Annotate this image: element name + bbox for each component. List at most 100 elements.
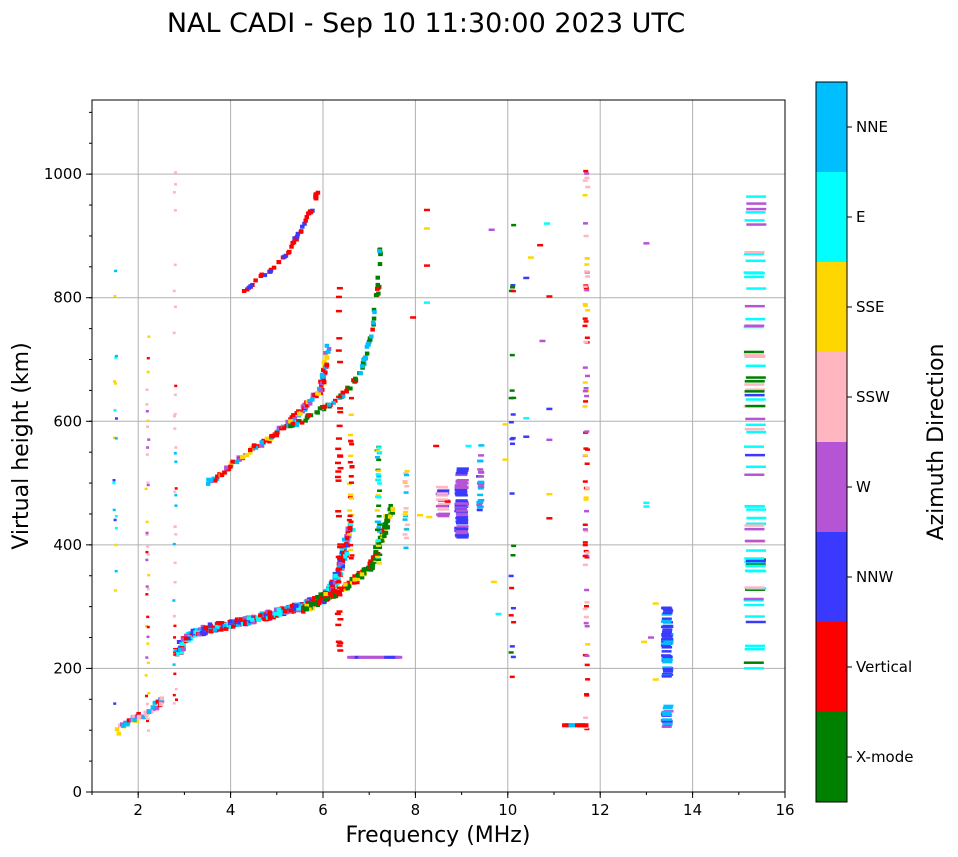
echo-point [375, 544, 381, 547]
echo-point [347, 525, 353, 529]
echo-point [508, 396, 514, 400]
echo-point [583, 320, 589, 323]
echo-point [746, 549, 767, 552]
echo-point [584, 601, 590, 604]
echo-point [652, 678, 659, 681]
echo-point [172, 599, 176, 602]
x-tick-label: 16 [775, 801, 794, 819]
echo-point [402, 518, 408, 521]
echo-point [328, 593, 334, 598]
echo-point [335, 437, 342, 440]
echo-point [113, 382, 117, 385]
echo-point [746, 522, 767, 525]
echo-point [146, 545, 150, 548]
echo-point [310, 397, 315, 402]
echo-point [373, 550, 379, 555]
echo-point [390, 506, 395, 511]
echo-point [325, 596, 331, 601]
echo-point [373, 293, 379, 298]
echo-point [289, 415, 295, 420]
echo-point [326, 402, 332, 407]
echo-point [303, 418, 308, 423]
echo-point [444, 500, 451, 503]
echo-point [376, 469, 382, 473]
echo-point [745, 559, 766, 563]
echo-point [454, 488, 467, 492]
echo-point [403, 507, 409, 510]
echo-point [376, 458, 382, 462]
echo-point [368, 559, 373, 564]
echo-point [455, 499, 468, 502]
echo-point [132, 718, 137, 723]
echo-point [207, 622, 213, 627]
echo-point [454, 502, 467, 505]
echo-point [583, 169, 589, 173]
echo-point [585, 448, 591, 451]
echo-point [510, 289, 516, 293]
echo-point [317, 598, 322, 603]
echo-point [304, 603, 309, 608]
echo-point [359, 575, 365, 580]
echo-point [478, 484, 485, 487]
echo-point [347, 655, 355, 659]
echo-point [584, 727, 590, 731]
echo-point [643, 505, 650, 508]
echo-point [319, 595, 325, 600]
echo-point [508, 420, 514, 424]
colorbar: X-mode Vertical NNW W SSW SSE E NNE [815, 81, 913, 803]
echo-point [284, 605, 290, 610]
echo-point [186, 636, 191, 641]
echo-point [348, 481, 354, 484]
echo-point [388, 512, 393, 517]
echo-point [510, 655, 516, 659]
echo-point [744, 505, 765, 508]
echo-point [360, 361, 366, 366]
echo-point [145, 520, 149, 524]
echo-point [375, 275, 381, 280]
colorbar-tick-label: X-mode [856, 748, 913, 766]
echo-point [146, 729, 150, 732]
echo-point [584, 588, 590, 592]
echo-point [337, 561, 343, 566]
echo-point [433, 444, 440, 448]
echo-point [346, 584, 352, 589]
echo-point [190, 628, 196, 633]
echo-point [426, 515, 433, 519]
grid-layer [92, 100, 785, 792]
colorbar-segment [816, 82, 847, 172]
echo-point [344, 551, 350, 556]
echo-point [336, 593, 343, 597]
echo-point [349, 442, 355, 446]
echo-point [211, 476, 216, 481]
echo-point [523, 416, 530, 420]
echo-point [337, 360, 344, 364]
echo-point [274, 430, 279, 435]
echo-point [585, 551, 591, 554]
echo-point [303, 607, 309, 612]
echo-point [363, 356, 369, 361]
echo-point [744, 427, 765, 431]
echo-point [377, 523, 383, 526]
echo-point [215, 624, 220, 629]
echo-point [746, 508, 767, 511]
echo-point [228, 624, 234, 629]
echo-point [173, 581, 177, 584]
echo-point [172, 542, 176, 546]
echo-point [661, 617, 672, 620]
echo-point [307, 399, 312, 404]
axis-ticks: 2 4 6 8 10 12 14 16 0 200 400 600 800 1000 [44, 111, 795, 819]
echo-point [341, 549, 346, 554]
echo-point [652, 602, 659, 605]
echo-point [455, 530, 468, 533]
echo-point [349, 554, 355, 557]
echo-point [347, 495, 353, 499]
echo-point [348, 396, 354, 400]
echo-point [582, 324, 588, 328]
echo-point [174, 504, 178, 507]
echo-point [114, 569, 118, 573]
echo-point [336, 395, 343, 399]
echo-point [172, 191, 176, 194]
echo-point [662, 611, 673, 615]
echo-point [377, 451, 383, 454]
echo-point [379, 538, 384, 543]
